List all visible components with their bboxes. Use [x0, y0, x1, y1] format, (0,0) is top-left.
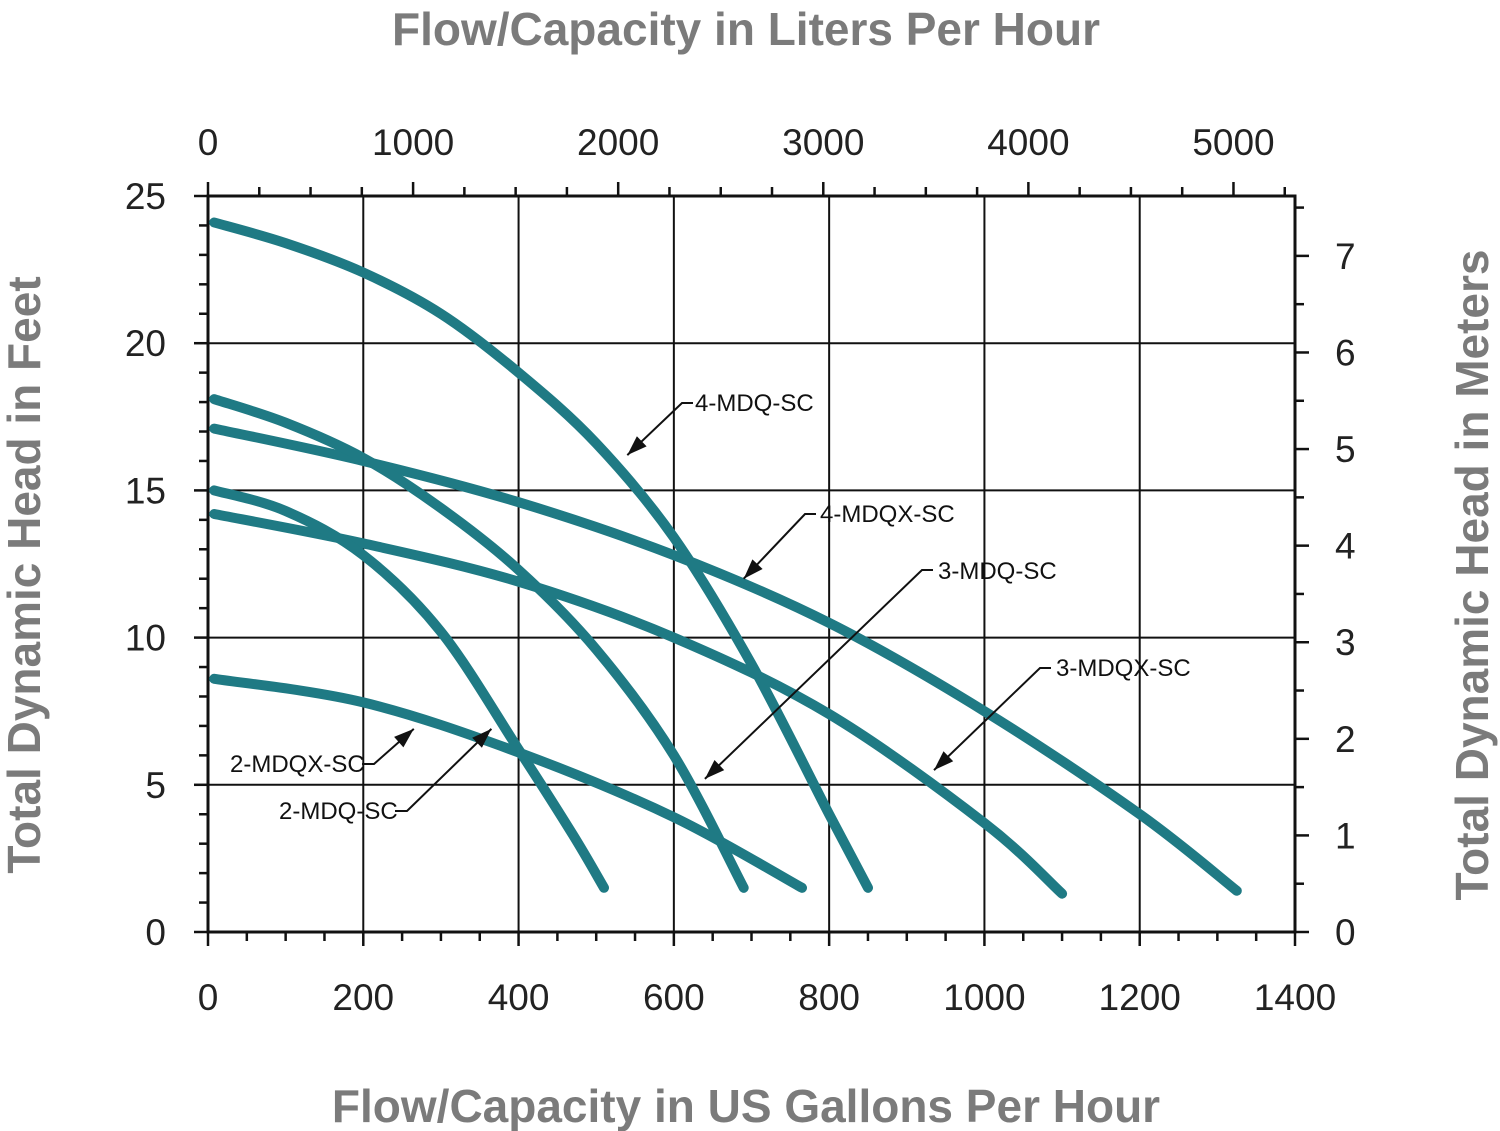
annotation-leader	[395, 728, 493, 812]
left-axis-title: Total Dynamic Head in Feet	[0, 276, 50, 873]
label-2-mdq-sc: 2-MDQ-SC	[279, 798, 398, 825]
right-tick-label: 2	[1335, 719, 1356, 760]
bottom-tick-label: 800	[798, 977, 860, 1018]
right-tick-label: 6	[1335, 332, 1356, 373]
top-tick-label: 3000	[782, 122, 864, 163]
top-axis-title: Flow/Capacity in Liters Per Hour	[392, 3, 1100, 55]
annotation-leader	[626, 402, 693, 456]
annotation-leader	[933, 667, 1051, 771]
left-tick-label: 20	[125, 323, 166, 364]
right-tick-label: 3	[1335, 622, 1356, 663]
label-3-mdqx-sc: 3-MDQX-SC	[1056, 655, 1191, 682]
bottom-tick-label: 1400	[1254, 977, 1336, 1018]
bottom-tick-label: 600	[643, 977, 705, 1018]
left-tick-label: 15	[125, 470, 166, 511]
annotation-arrowhead	[934, 751, 954, 771]
curve-2-mdqx-sc	[209, 673, 807, 893]
label-4-mdqx-sc: 4-MDQX-SC	[820, 501, 955, 528]
left-tick-label: 25	[125, 176, 166, 217]
curve-3-mdqx-sc	[209, 509, 1068, 899]
top-tick-label: 5000	[1192, 122, 1274, 163]
axis-ticks	[194, 182, 1309, 946]
left-tick-label: 0	[145, 912, 166, 953]
curve-labels: 4-MDQ-SC 4-MDQX-SC 3-MDQ-SC 3-MDQX-SC 2-MDQX…	[230, 390, 1191, 825]
bottom-tick-label: 0	[198, 977, 219, 1018]
annotation-arrowhead	[743, 559, 763, 579]
curve-2-mdq-sc	[209, 485, 609, 893]
bottom-tick-label: 200	[332, 977, 394, 1018]
top-tick-label: 2000	[577, 122, 659, 163]
bottom-axis-title: Flow/Capacity in US Gallons Per Hour	[332, 1080, 1160, 1131]
right-tick-label: 7	[1335, 236, 1356, 277]
bottom-tick-label: 1200	[1099, 977, 1181, 1018]
bottom-tick-label: 1000	[943, 977, 1025, 1018]
curve-4-mdq-sc	[209, 217, 873, 893]
left-tick-label: 10	[125, 618, 166, 659]
pump-curves	[209, 217, 1242, 899]
annotation-arrowhead	[704, 760, 725, 779]
curve-3-mdq-sc	[209, 394, 749, 893]
top-tick-label: 1000	[372, 122, 454, 163]
label-4-mdq-sc: 4-MDQ-SC	[695, 390, 814, 417]
label-2-mdqx-sc: 2-MDQX-SC	[230, 751, 365, 778]
annotation-arrowhead	[627, 436, 647, 456]
right-tick-label: 4	[1335, 526, 1356, 567]
annotation-arrowhead	[394, 728, 414, 748]
bottom-tick-label: 400	[488, 977, 550, 1018]
right-tick-label: 1	[1335, 815, 1356, 856]
annotation-arrowhead	[472, 728, 492, 748]
top-tick-label: 4000	[987, 122, 1069, 163]
top-tick-label: 0	[198, 122, 219, 163]
right-tick-label: 5	[1335, 429, 1356, 470]
right-axis-title: Total Dynamic Head in Meters	[1446, 250, 1498, 901]
annotation-leader	[742, 513, 816, 580]
left-tick-label: 5	[145, 765, 166, 806]
annotation-leader	[704, 569, 933, 780]
right-tick-label: 0	[1335, 912, 1356, 953]
label-3-mdq-sc: 3-MDQ-SC	[938, 558, 1057, 585]
